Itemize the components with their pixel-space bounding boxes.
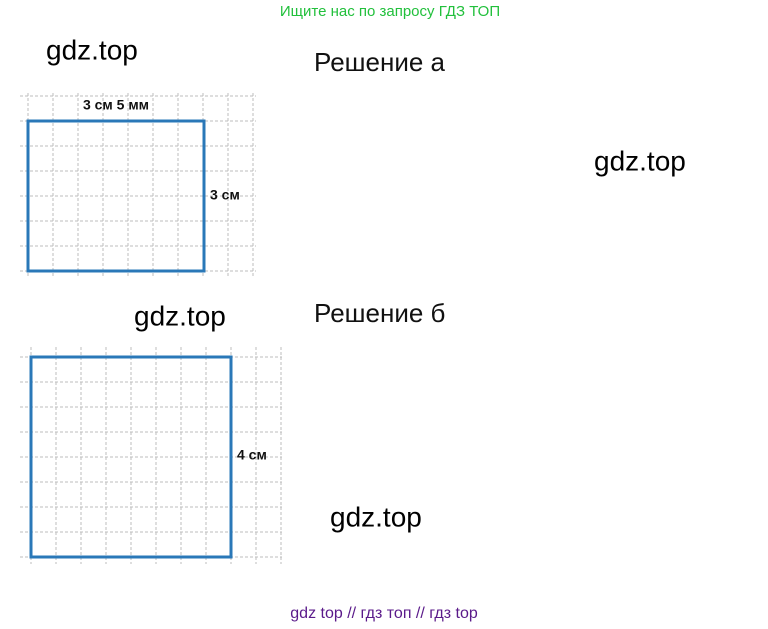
height-label: 3 см [210, 187, 240, 203]
width-label: 3 см 5 мм [83, 97, 149, 113]
solution-title: Решение б [314, 298, 445, 328]
footer: gdz top // гдз топ // гдз top [290, 605, 478, 622]
rectangle [26, 119, 206, 273]
solution-title: Решение а [314, 47, 446, 77]
watermark: gdz.top [330, 501, 422, 532]
watermark: gdz.top [46, 34, 138, 65]
header: Ищите нас по запросу ГДЗ ТОП [280, 3, 500, 20]
watermark: gdz.top [134, 300, 226, 331]
square [29, 355, 233, 559]
watermark: gdz.top [594, 145, 686, 176]
side-label: 4 см [237, 447, 267, 463]
